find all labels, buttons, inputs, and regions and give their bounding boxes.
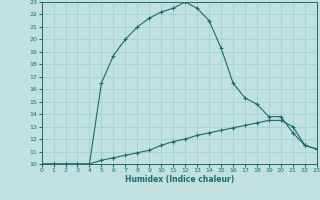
X-axis label: Humidex (Indice chaleur): Humidex (Indice chaleur) xyxy=(124,175,234,184)
